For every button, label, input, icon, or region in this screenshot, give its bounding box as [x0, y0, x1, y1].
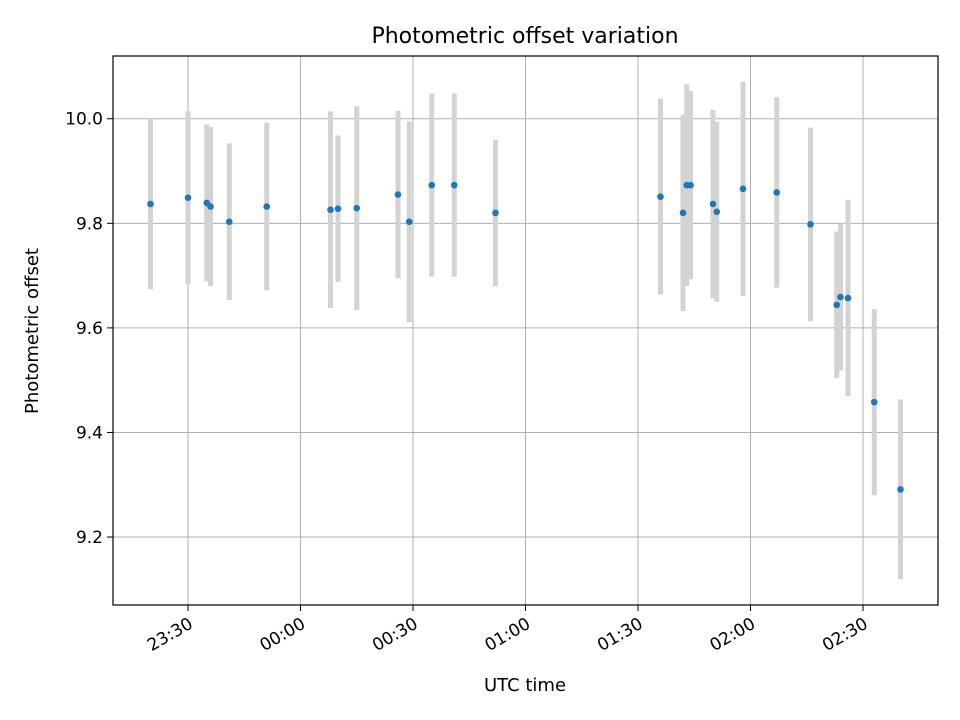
data-point	[184, 194, 192, 201]
grid	[113, 56, 938, 605]
data-point	[405, 218, 413, 226]
y-tick-label: 9.8	[76, 214, 103, 234]
data-point	[207, 203, 214, 210]
data-point	[353, 204, 361, 212]
data-point	[450, 181, 458, 189]
data-point	[837, 293, 844, 301]
data-point	[773, 189, 781, 196]
data-point	[687, 181, 694, 189]
data-point	[713, 208, 721, 216]
data-point	[334, 205, 342, 212]
data-point	[394, 191, 402, 198]
y-tick-label: 9.2	[76, 528, 103, 548]
data-point	[833, 301, 841, 309]
data-point	[327, 206, 334, 214]
data-point	[225, 218, 233, 226]
y-tick-label: 9.4	[76, 423, 103, 443]
data-points	[147, 181, 904, 493]
y-tick-label: 10.0	[65, 110, 103, 130]
data-point	[897, 486, 904, 493]
x-axis-label: UTC time	[484, 675, 566, 696]
data-point	[492, 209, 499, 217]
data-point	[739, 185, 747, 193]
data-point	[263, 203, 271, 210]
y-tick-label: 9.6	[76, 319, 103, 339]
data-point	[844, 294, 852, 302]
data-point	[807, 221, 814, 228]
data-point	[679, 209, 687, 217]
data-point	[657, 193, 664, 200]
data-point	[870, 398, 878, 406]
data-point	[709, 200, 717, 208]
y-axis-label: Photometric offset	[22, 248, 43, 414]
data-point	[428, 181, 436, 189]
chart-title: Photometric offset variation	[371, 24, 678, 49]
y-axis: 9.2 9.4 9.6 9.8 10.0	[65, 110, 113, 548]
data-point	[147, 200, 154, 208]
